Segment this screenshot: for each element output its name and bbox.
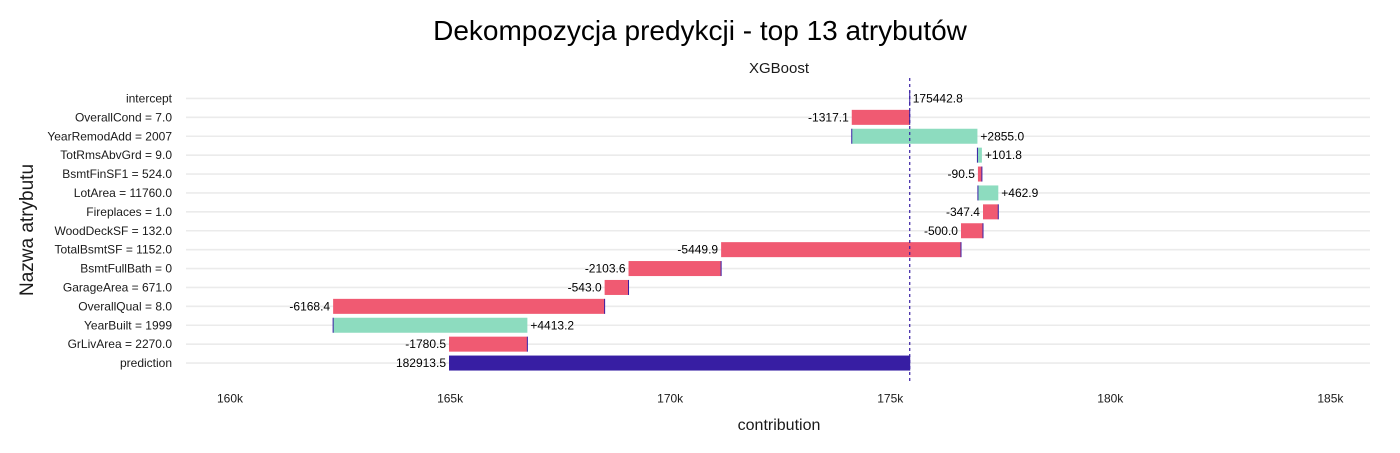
y-tick-label: TotalBsmtSF = 1152.0 (54, 243, 172, 257)
y-tick-label: OverallCond = 7.0 (75, 110, 172, 124)
contribution-bar (333, 317, 528, 333)
value-label: -1317.1 (808, 110, 849, 124)
value-label: -347.4 (946, 205, 980, 219)
contribution-bar (721, 242, 961, 258)
x-tick-labels: 160k 165k 170k 175k 180k 185k (217, 392, 1344, 406)
value-label: 175442.8 (913, 91, 963, 105)
contribution-bar (628, 261, 722, 277)
chart-subtitle: XGBoost (749, 60, 810, 77)
contribution-bar (977, 147, 982, 163)
value-label: -2103.6 (585, 262, 626, 276)
y-tick-label: YearRemodAdd = 2007 (47, 129, 172, 143)
y-tick-label: WoodDeckSF = 132.0 (54, 224, 172, 238)
contribution-bar (977, 166, 982, 182)
y-tick-label: intercept (126, 91, 173, 105)
y-axis-title: Nazwa atrybutu (17, 164, 38, 296)
x-tick-label: 185k (1317, 392, 1344, 406)
value-label: -6168.4 (289, 299, 330, 313)
value-label: -500.0 (924, 224, 958, 238)
contribution-bar (960, 223, 983, 239)
x-tick-label: 180k (1097, 392, 1124, 406)
value-label: -5449.9 (677, 243, 718, 257)
value-label: -1780.5 (405, 337, 446, 351)
y-tick-label: YearBuilt = 1999 (84, 318, 172, 332)
value-label: +4413.2 (530, 318, 574, 332)
y-tick-label: LotArea = 11760.0 (74, 186, 173, 200)
y-tick-label: GarageArea = 671.0 (63, 280, 172, 294)
y-tick-label: BsmtFinSF1 = 524.0 (62, 167, 172, 181)
chart-title: Dekompozycja predykcji - top 13 atrybutó… (433, 15, 968, 46)
prediction-bar (449, 355, 910, 371)
contribution-bar (604, 279, 629, 295)
y-tick-label: BsmtFullBath = 0 (80, 262, 172, 276)
value-label: +462.9 (1001, 186, 1038, 200)
y-tick-label: TotRmsAbvGrd = 9.0 (60, 148, 172, 162)
x-tick-label: 165k (437, 392, 464, 406)
y-tick-label: prediction (120, 356, 172, 370)
y-tick-label: OverallQual = 8.0 (78, 299, 172, 313)
value-labels: 175442.8 -1317.1 +2855.0 +101.8 -90.5 +462.9 -… (289, 91, 1038, 370)
contribution-bar (977, 185, 999, 201)
y-tick-label: GrLivArea = 2270.0 (68, 337, 173, 351)
value-label: -90.5 (948, 167, 976, 181)
contribution-bar (333, 298, 605, 314)
contribution-bar (851, 128, 978, 144)
value-label: +101.8 (985, 148, 1022, 162)
value-label: 182913.5 (396, 356, 446, 370)
value-label: -543.0 (568, 280, 602, 294)
contribution-bar (982, 204, 999, 220)
x-tick-label: 170k (657, 392, 684, 406)
x-axis-title: contribution (738, 417, 821, 434)
value-label: +2855.0 (980, 129, 1024, 143)
contribution-bar (851, 109, 910, 125)
x-tick-label: 175k (877, 392, 904, 406)
y-tick-labels: intercept OverallCond = 7.0 YearRemodAdd =… (47, 91, 172, 370)
y-tick-label: Fireplaces = 1.0 (86, 205, 172, 219)
bars (332, 90, 999, 371)
x-tick-label: 160k (217, 392, 244, 406)
contribution-bar (449, 336, 528, 352)
